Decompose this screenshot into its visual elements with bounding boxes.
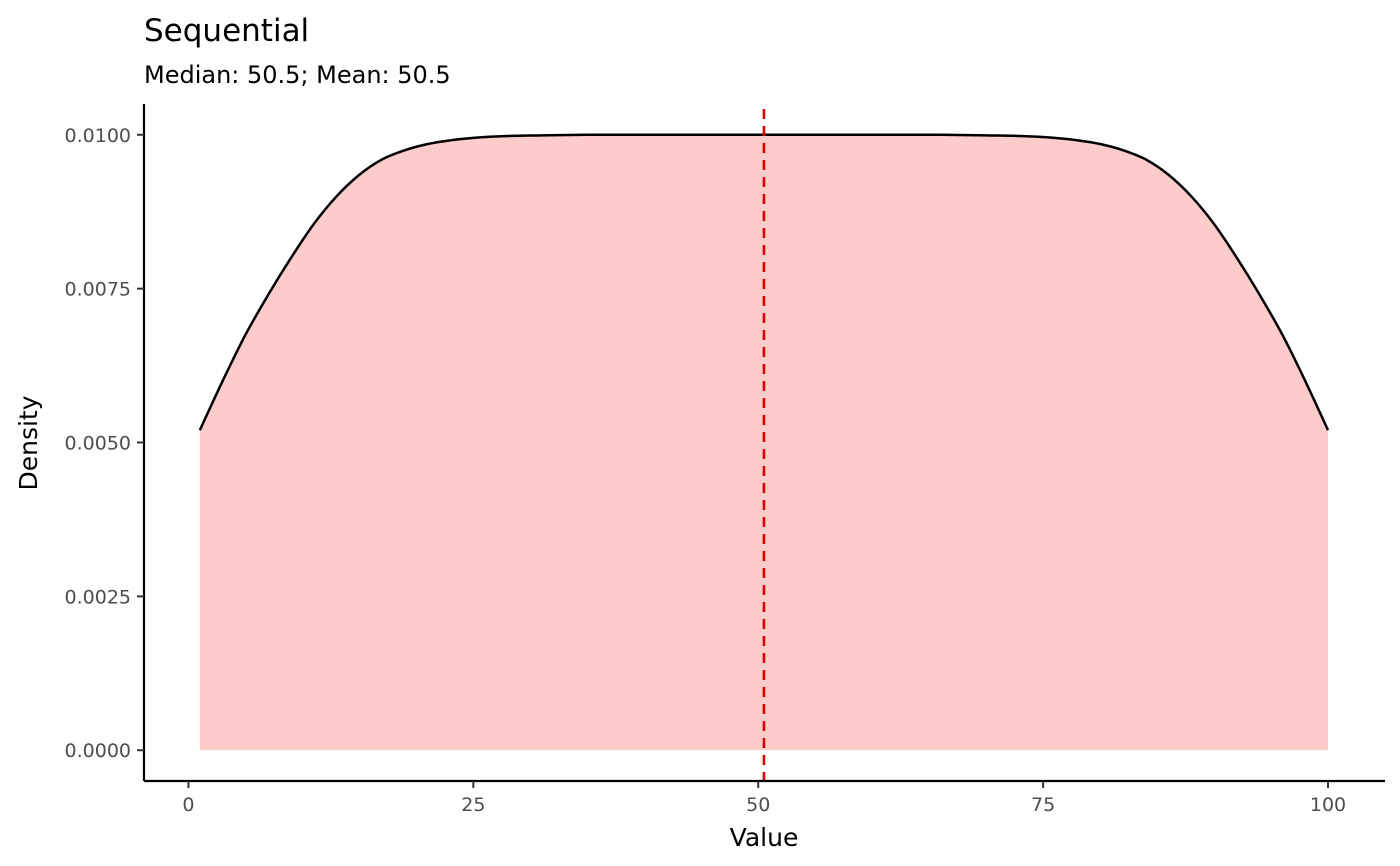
x-axis-title: Value [730, 823, 799, 852]
x-tick-label: 25 [461, 794, 485, 816]
y-tick-label: 0.0075 [65, 279, 131, 301]
y-tick-label: 0.0025 [65, 586, 131, 608]
x-tick-label: 50 [746, 794, 770, 816]
x-axis-ticks: 0 25 50 75 100 [182, 781, 1346, 816]
chart-title: Sequential [144, 13, 309, 49]
chart-subtitle: Median: 50.5; Mean: 50.5 [144, 61, 451, 89]
y-tick-label: 0.0050 [65, 433, 131, 455]
y-axis-ticks: 0.0000 0.0025 0.0050 0.0075 0.0100 [65, 125, 144, 762]
plot-area [198, 109, 1330, 781]
y-axis-title: Density [14, 395, 43, 490]
x-tick-label: 75 [1031, 794, 1055, 816]
y-tick-label: 0.0100 [65, 125, 131, 147]
x-tick-label: 100 [1310, 794, 1346, 816]
x-tick-label: 0 [182, 794, 194, 816]
density-area [199, 134, 1329, 751]
y-tick-label: 0.0000 [65, 740, 131, 762]
